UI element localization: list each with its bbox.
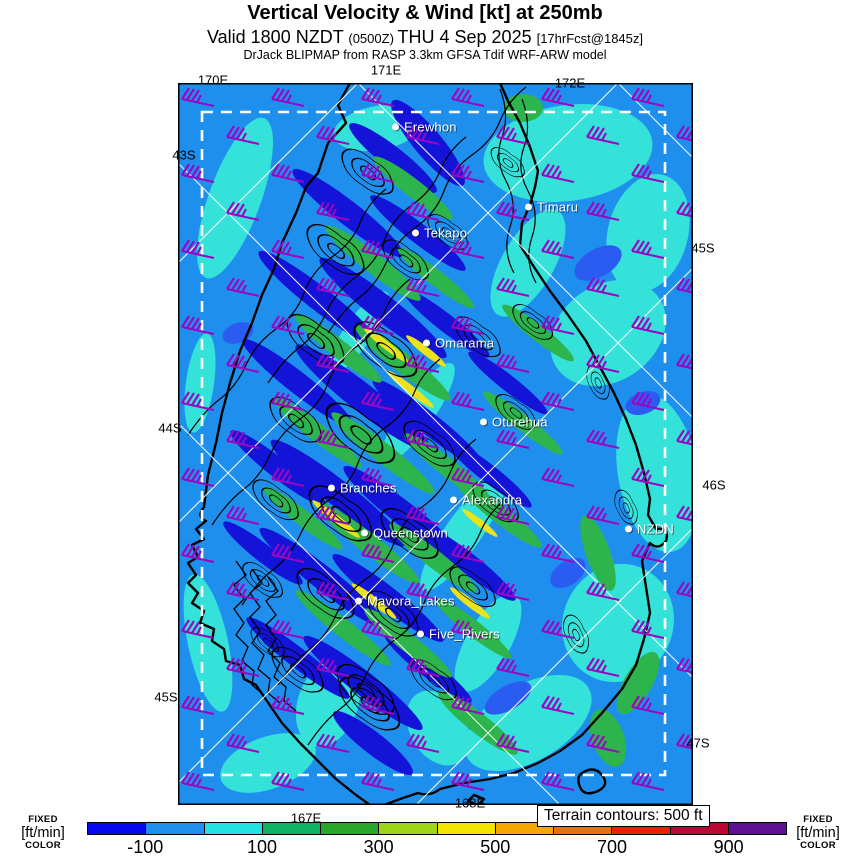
units-ftmin-label: [ft/min] [21, 824, 65, 841]
colorbar-ticks: -100 100 300 500 700 900 [87, 837, 787, 859]
colorbar-tick-label: 300 [363, 837, 394, 857]
place-marker: Queenstown [361, 526, 448, 541]
colorbar-tick-label: -100 [127, 837, 164, 857]
place-dot-icon [392, 123, 399, 131]
axis-tick-label: 45S [154, 689, 178, 705]
place-dot-icon [328, 484, 335, 492]
model-description: DrJack BLIPMAP from RASP 3.3km GFSA Tdif… [243, 48, 607, 62]
axis-tick-label: 172E [554, 75, 586, 91]
units-color-label: COLOR [800, 840, 836, 851]
place-label: Mavora_Lakes [367, 593, 455, 609]
axis-tick-label: 171E [370, 62, 402, 78]
place-label: Omarama [435, 335, 495, 351]
place-label: Alexandra [462, 492, 523, 508]
colorbar-tick-label: 900 [713, 837, 744, 857]
axis-tick-label: 168E [454, 795, 486, 811]
place-marker: NZDN [625, 522, 674, 537]
units-fixed-label: FIXED [28, 814, 58, 825]
place-dot-icon [355, 597, 362, 605]
colorbar [87, 822, 787, 835]
place-dot-icon [525, 203, 532, 211]
place-marker: Timaru [525, 200, 578, 215]
axis-tick-label: 43S [172, 147, 196, 163]
units-ftmin-label: [ft/min] [796, 824, 840, 841]
place-label: Timaru [537, 199, 579, 215]
axis-tick-label: 46S [702, 477, 726, 493]
colorbar-tick-label: 700 [596, 837, 628, 857]
colorbar-segment [612, 823, 671, 834]
place-label: Erewhon [404, 119, 457, 135]
place-dot-icon [417, 630, 424, 638]
place-marker: Five_Rivers [417, 627, 500, 642]
axis-tick-label: 45S [691, 240, 715, 256]
place-marker: Alexandra [450, 493, 522, 508]
colorbar-segment [728, 823, 786, 834]
colorbar-segment [495, 823, 554, 834]
colorbar-segment [321, 823, 380, 834]
colorbar-units-right: FIXED [ft/min] COLOR [783, 815, 850, 851]
place-dot-icon [423, 339, 430, 347]
place-dot-icon [480, 418, 487, 426]
colorbar-segment [379, 823, 438, 834]
place-marker: Tekapo [412, 226, 467, 241]
place-marker: Erewhon [392, 120, 457, 135]
forecast-map [178, 83, 693, 805]
colorbar-segment [554, 823, 613, 834]
colorbar-segment [437, 823, 496, 834]
colorbar-segment [88, 823, 147, 834]
place-marker: Oturehua [480, 415, 548, 430]
axis-tick-label: 170E [197, 72, 229, 88]
place-label: Queenstown [373, 525, 448, 541]
units-fixed-label: FIXED [803, 814, 833, 825]
units-color-label: COLOR [25, 840, 61, 851]
colorbar-segment [670, 823, 729, 834]
colorbar-segment [204, 823, 263, 834]
valid-time-line: Valid 1800 NZDT (0500Z) THU 4 Sep 2025 [… [0, 27, 850, 48]
valid-date: THU 4 Sep 2025 [397, 27, 537, 47]
place-dot-icon [625, 525, 632, 533]
axis-tick-label: 167E [290, 810, 322, 826]
place-marker: Mavora_Lakes [355, 594, 455, 609]
place-label: Oturehua [492, 414, 548, 430]
map-graphic [178, 83, 693, 805]
place-dot-icon [361, 529, 368, 537]
colorbar-segment [146, 823, 205, 834]
place-label: NZDN [637, 521, 674, 537]
forecast-offset: [17hrFcst@1845z] [536, 31, 644, 46]
valid-utc: (0500Z) [348, 31, 398, 46]
place-marker: Omarama [423, 336, 494, 351]
place-label: Branches [340, 480, 397, 496]
place-label: Tekapo [424, 225, 468, 241]
terrain-contours-note: Terrain contours: 500 ft [537, 805, 710, 827]
page-title: Vertical Velocity & Wind [kt] at 250mb [247, 2, 603, 24]
colorbar-units-left: FIXED [ft/min] COLOR [8, 815, 78, 851]
place-dot-icon [450, 496, 457, 504]
axis-tick-label: 44S [158, 420, 182, 436]
colorbar-tick-label: 100 [246, 837, 278, 857]
place-dot-icon [412, 229, 419, 237]
place-label: Five_Rivers [429, 626, 500, 642]
axis-tick-label: 47S [686, 735, 710, 751]
colorbar-tick-label: 500 [480, 837, 511, 857]
colorbar-segment [262, 823, 321, 834]
place-marker: Branches [328, 481, 397, 496]
valid-prefix: Valid 1800 NZDT [206, 27, 349, 47]
